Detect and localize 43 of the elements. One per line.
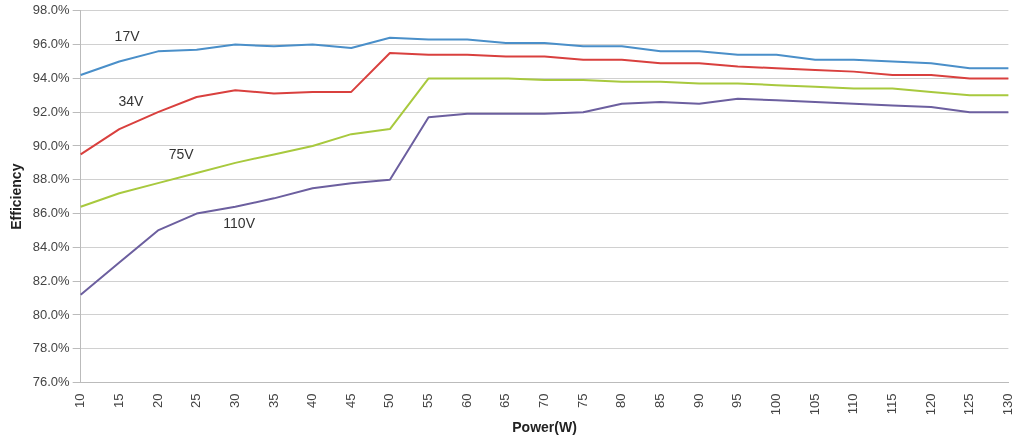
x-tick-label: 115 (884, 393, 900, 415)
x-tick-label: 35 (265, 393, 281, 408)
x-tick-label: 100 (768, 393, 784, 416)
series-label: 34V (118, 92, 145, 109)
y-tick-label: 78.0% (32, 340, 71, 356)
y-tick-label: 84.0% (32, 238, 71, 254)
x-tick-label: 70 (536, 393, 552, 408)
x-tick-label: 20 (149, 393, 165, 408)
y-tick-label: 98.0% (32, 2, 71, 18)
x-tick-label: 30 (226, 393, 242, 408)
y-tick-label: 88.0% (32, 171, 71, 187)
y-tick-label: 94.0% (32, 69, 71, 85)
x-tick-label: 85 (652, 393, 668, 408)
x-tick-label: 40 (304, 393, 320, 408)
series-label: 110V (223, 214, 256, 231)
x-tick-label: 75 (574, 393, 590, 408)
series-label: 17V (114, 28, 141, 45)
y-tick-label: 76.0% (32, 374, 71, 390)
series-label: 75V (168, 145, 195, 162)
x-tick-label: 60 (458, 393, 474, 408)
x-tick-label: 95 (729, 393, 745, 408)
x-tick-label: 90 (690, 393, 706, 408)
x-tick-label: 65 (497, 393, 513, 408)
x-tick-label: 50 (381, 393, 397, 408)
x-tick-label: 55 (420, 393, 436, 408)
y-tick-label: 80.0% (32, 306, 71, 322)
x-tick-label: 105 (806, 393, 822, 416)
y-tick-label: 92.0% (32, 103, 71, 119)
y-tick-label: 82.0% (32, 272, 71, 288)
y-tick-label: 90.0% (32, 137, 71, 153)
x-axis-title: Power(W) (512, 419, 577, 436)
x-tick-label: 130 (999, 393, 1015, 416)
x-tick-label: 15 (110, 393, 126, 408)
x-tick-label: 120 (922, 393, 938, 416)
y-tick-label: 96.0% (32, 36, 71, 52)
x-tick-label: 45 (342, 393, 358, 408)
x-tick-label: 10 (72, 393, 88, 408)
x-tick-label: 110 (845, 393, 861, 415)
y-axis-title: Efficiency (8, 163, 25, 230)
x-tick-label: 25 (188, 393, 204, 408)
x-tick-label: 125 (961, 393, 977, 416)
x-tick-label: 80 (613, 393, 629, 408)
y-tick-label: 86.0% (32, 205, 71, 221)
